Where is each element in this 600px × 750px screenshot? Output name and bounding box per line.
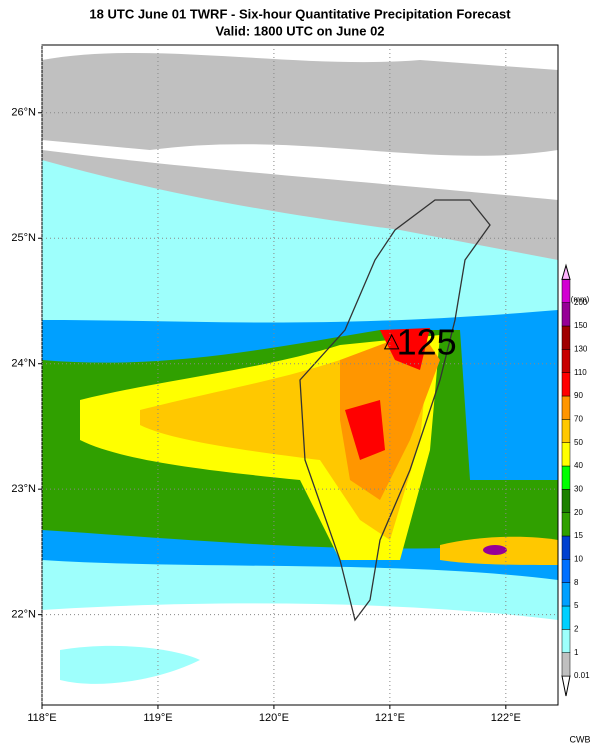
colorbar-bin <box>561 489 571 513</box>
colorbar-label: 1 <box>574 648 579 657</box>
colorbar-label: 70 <box>574 414 583 423</box>
lon-label: 122°E <box>491 712 521 724</box>
colorbar-end <box>561 263 571 280</box>
colorbar-bin <box>561 582 571 607</box>
colorbar-label: 8 <box>574 578 579 587</box>
lon-label: 120°E <box>259 712 289 724</box>
colorbar-label: 30 <box>574 484 583 493</box>
colorbar-bin <box>561 372 571 397</box>
station-marker <box>383 333 400 350</box>
colorbar-bin <box>561 302 571 327</box>
colorbar-label: 150 <box>574 321 588 330</box>
colorbar-label: 20 <box>574 508 583 517</box>
colorbar-label: 0.01 <box>574 671 590 680</box>
colorbar-label: 90 <box>574 391 583 400</box>
subtitle: Valid: 1800 UTC on June 02 <box>215 23 384 38</box>
max-annotation: 125 <box>397 321 457 362</box>
colorbar-label: 15 <box>574 531 583 540</box>
colorbar-label: 10 <box>574 554 583 563</box>
colorbar-bin <box>561 535 571 560</box>
colorbar-bin <box>561 419 571 443</box>
colorbar-label: 2 <box>574 624 579 633</box>
lon-label: 121°E <box>375 712 405 724</box>
colorbar-bin <box>561 279 571 303</box>
colorbar-bin <box>561 629 571 653</box>
precip-field <box>42 45 558 705</box>
colorbar-unit: (mm) <box>571 295 590 304</box>
title: 18 UTC June 01 TWRF - Six-hour Quantitat… <box>89 6 511 21</box>
coastline <box>299 199 491 622</box>
lat-label: 23°N <box>11 483 36 495</box>
credit: CWB <box>570 734 591 744</box>
lat-label: 26°N <box>11 107 36 119</box>
lat-label: 25°N <box>11 232 36 244</box>
lon-label: 118°E <box>27 712 56 724</box>
colorbar-bin <box>561 465 571 490</box>
colorbar-label: 110 <box>574 368 587 377</box>
colorbar-bin <box>561 442 571 467</box>
colorbar-bin <box>561 395 571 420</box>
lat-label: 22°N <box>11 609 36 621</box>
colorbar-bin <box>561 512 571 537</box>
colorbar-bin <box>561 652 571 677</box>
colorbar-bin <box>561 605 571 630</box>
colorbar-label: 40 <box>574 461 583 470</box>
colorbar-bin <box>561 325 571 350</box>
colorbar-bin <box>561 349 571 373</box>
lon-label: 119°E <box>143 712 172 724</box>
colorbar-label: 130 <box>574 344 588 353</box>
colorbar-bin <box>561 559 571 583</box>
colorbar-label: 200 <box>574 298 588 307</box>
colorbar-label: 50 <box>574 438 583 447</box>
lat-label: 24°N <box>11 358 36 370</box>
colorbar-label: 5 <box>574 601 579 610</box>
map-frame <box>41 44 559 706</box>
colorbar-end <box>561 675 571 697</box>
